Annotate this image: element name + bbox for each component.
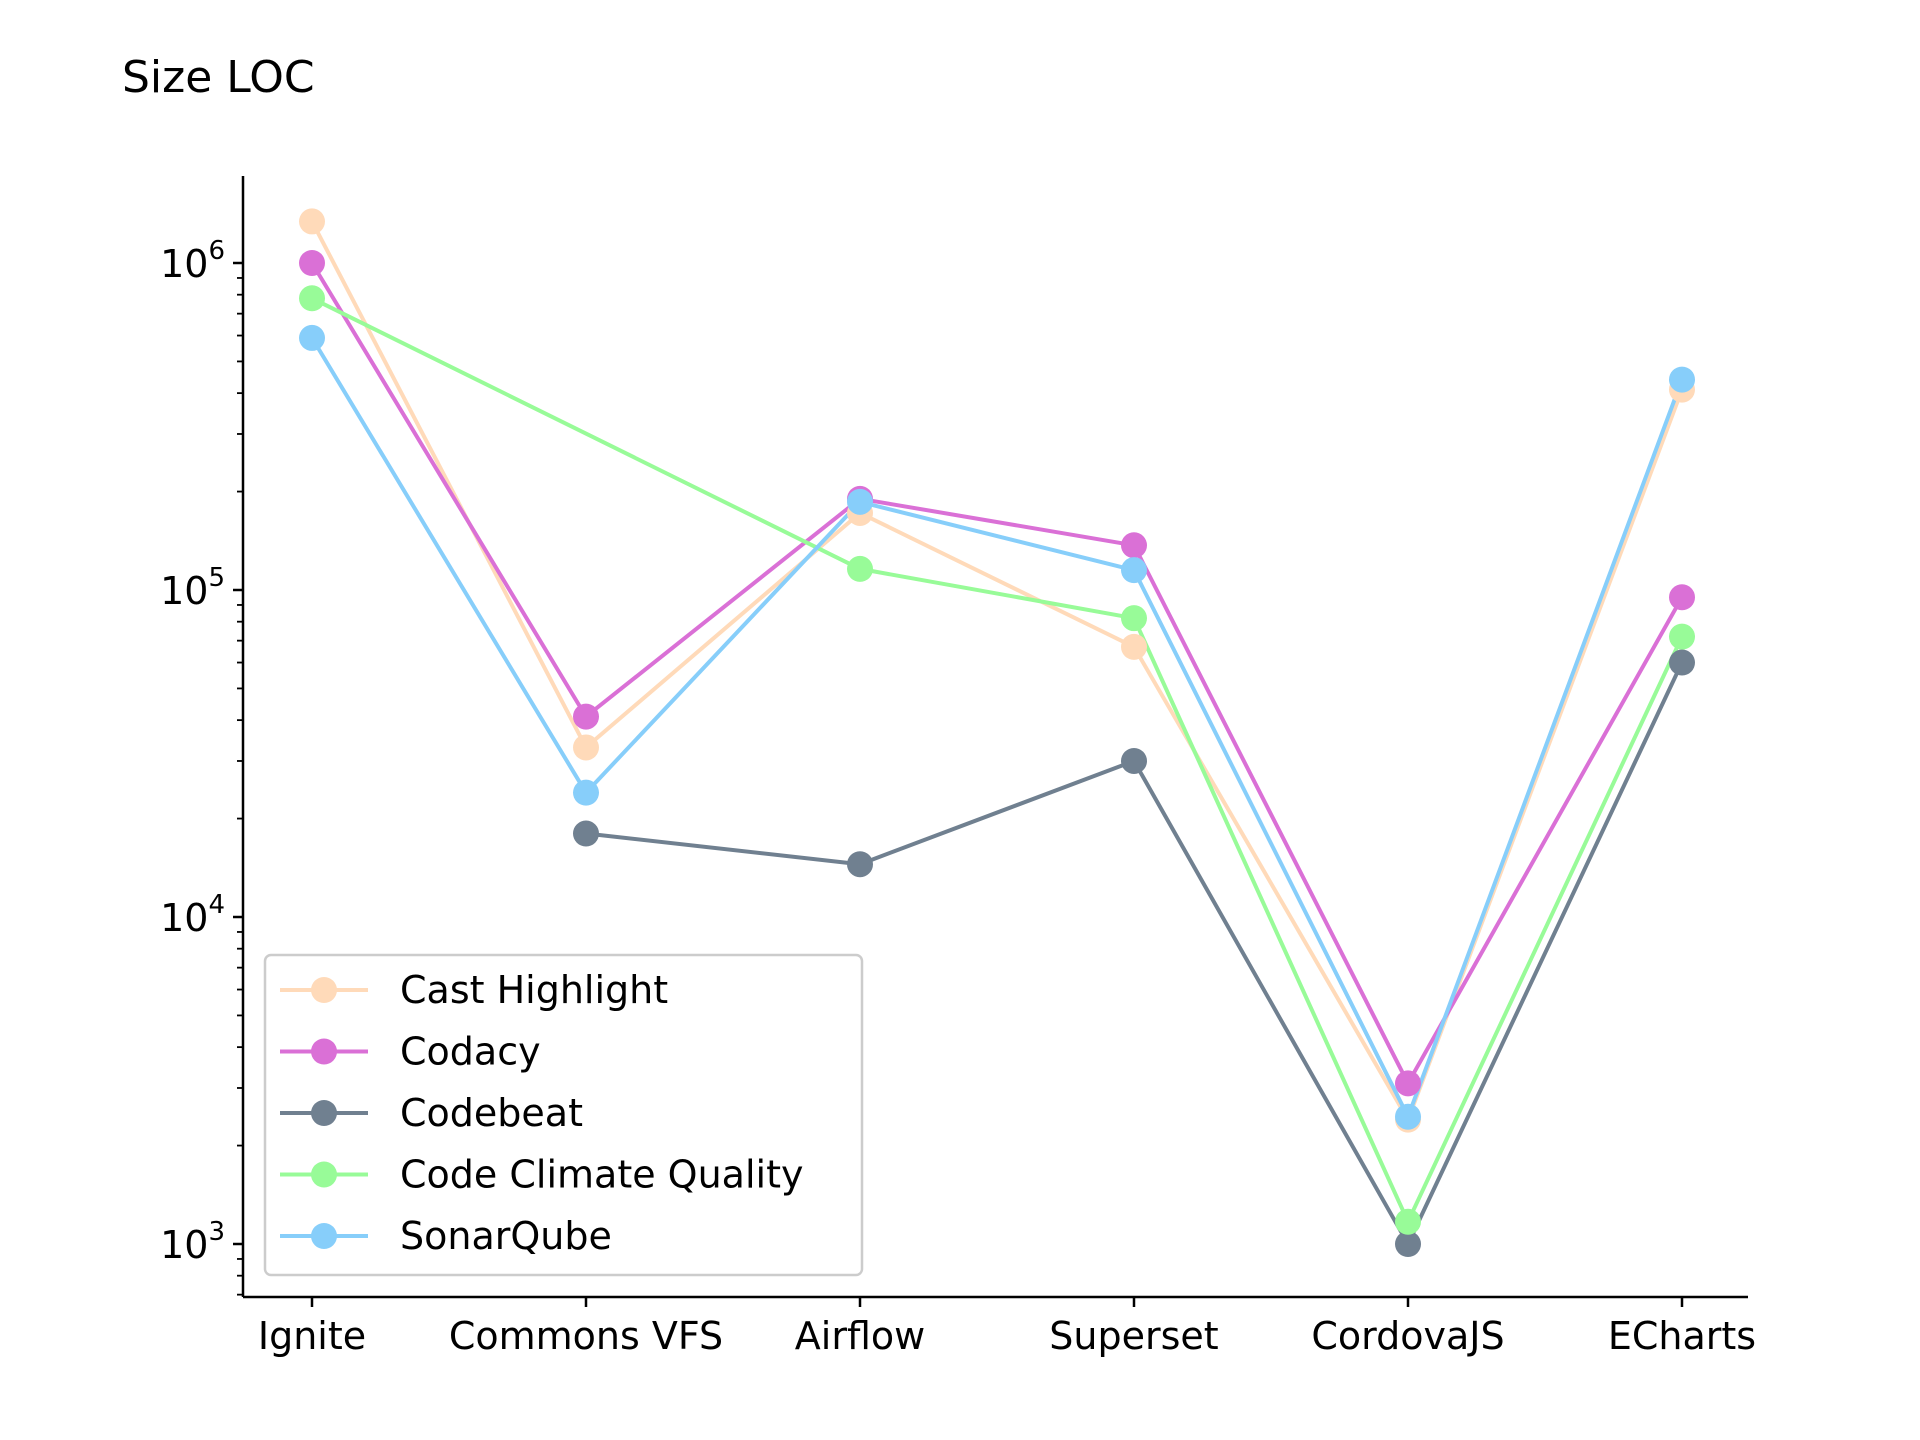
data-point-sonarqube — [1395, 1103, 1421, 1130]
data-point-codebeat — [1669, 649, 1695, 676]
legend-label-codebeat: Codebeat — [400, 1091, 583, 1135]
y-tick-label: 106 — [160, 236, 225, 286]
data-point-code-climate-quality — [1121, 605, 1147, 632]
chart-title: Size LOC — [122, 52, 315, 103]
y-tick-exponent: 3 — [208, 1217, 225, 1247]
legend-marker-cast-highlight — [311, 977, 337, 1003]
data-point-sonarqube — [847, 488, 873, 515]
data-point-codacy — [1395, 1070, 1421, 1097]
data-point-codacy — [299, 250, 325, 276]
data-point-codebeat — [1121, 747, 1147, 774]
series-lines — [310, 220, 1684, 1246]
legend-marker-codebeat — [311, 1100, 337, 1126]
data-point-codebeat — [1395, 1231, 1421, 1257]
legend-marker-code-climate-quality — [311, 1161, 337, 1188]
x-tick-label: Superset — [1049, 1314, 1218, 1358]
y-tick-label: 103 — [160, 1217, 225, 1267]
data-point-cast-highlight — [299, 208, 325, 235]
data-point-cast-highlight — [1121, 633, 1147, 660]
data-point-codacy — [1121, 532, 1147, 559]
legend-marker-codacy — [311, 1038, 337, 1065]
series-points — [299, 208, 1695, 1257]
data-point-code-climate-quality — [847, 555, 873, 582]
legend-label-codacy: Codacy — [400, 1030, 541, 1074]
legend-label-sonarqube: SonarQube — [400, 1214, 612, 1258]
data-point-sonarqube — [299, 324, 325, 351]
y-tick-exponent: 4 — [208, 890, 225, 920]
legend-label-cast-highlight: Cast Highlight — [400, 968, 668, 1012]
series-line-sonarqube — [310, 336, 1684, 1119]
data-point-sonarqube — [1669, 366, 1695, 393]
x-tick-label: CordovaJS — [1311, 1314, 1504, 1358]
legend-box — [263, 953, 864, 1277]
data-point-codacy — [1669, 584, 1695, 611]
y-major-ticks: 103 104 105 106 — [160, 236, 243, 1267]
y-tick-exponent: 5 — [208, 563, 225, 593]
data-point-code-climate-quality — [1395, 1208, 1421, 1235]
x-tick-label: ECharts — [1608, 1314, 1756, 1358]
legend-marker-sonarqube — [311, 1223, 337, 1249]
data-point-code-climate-quality — [299, 285, 325, 312]
data-point-sonarqube — [573, 779, 599, 806]
data-point-code-climate-quality — [1669, 623, 1695, 650]
data-point-cast-highlight — [573, 734, 599, 761]
data-point-codacy — [573, 703, 599, 730]
x-tick-label: Commons VFS — [449, 1314, 723, 1358]
data-point-codebeat — [573, 820, 599, 847]
x-tick-label: Ignite — [258, 1314, 366, 1358]
y-tick-label: 105 — [160, 563, 225, 613]
data-point-sonarqube — [1121, 557, 1147, 584]
y-minor-ticks — [237, 277, 243, 1296]
x-tick-label: Airflow — [795, 1314, 925, 1358]
legend: Cast Highlight Codacy Codebeat Code Climate… — [263, 953, 864, 1277]
y-tick-label: 104 — [160, 890, 225, 940]
data-point-codebeat — [847, 851, 873, 878]
axes — [241, 176, 1748, 1299]
x-ticks: Ignite Commons VFS Airflow Superset CordovaJ… — [258, 1297, 1756, 1358]
series-line-codacy — [310, 261, 1684, 1086]
legend-label-code-climate-quality: Code Climate Quality — [400, 1153, 803, 1197]
y-tick-exponent: 6 — [208, 236, 225, 266]
